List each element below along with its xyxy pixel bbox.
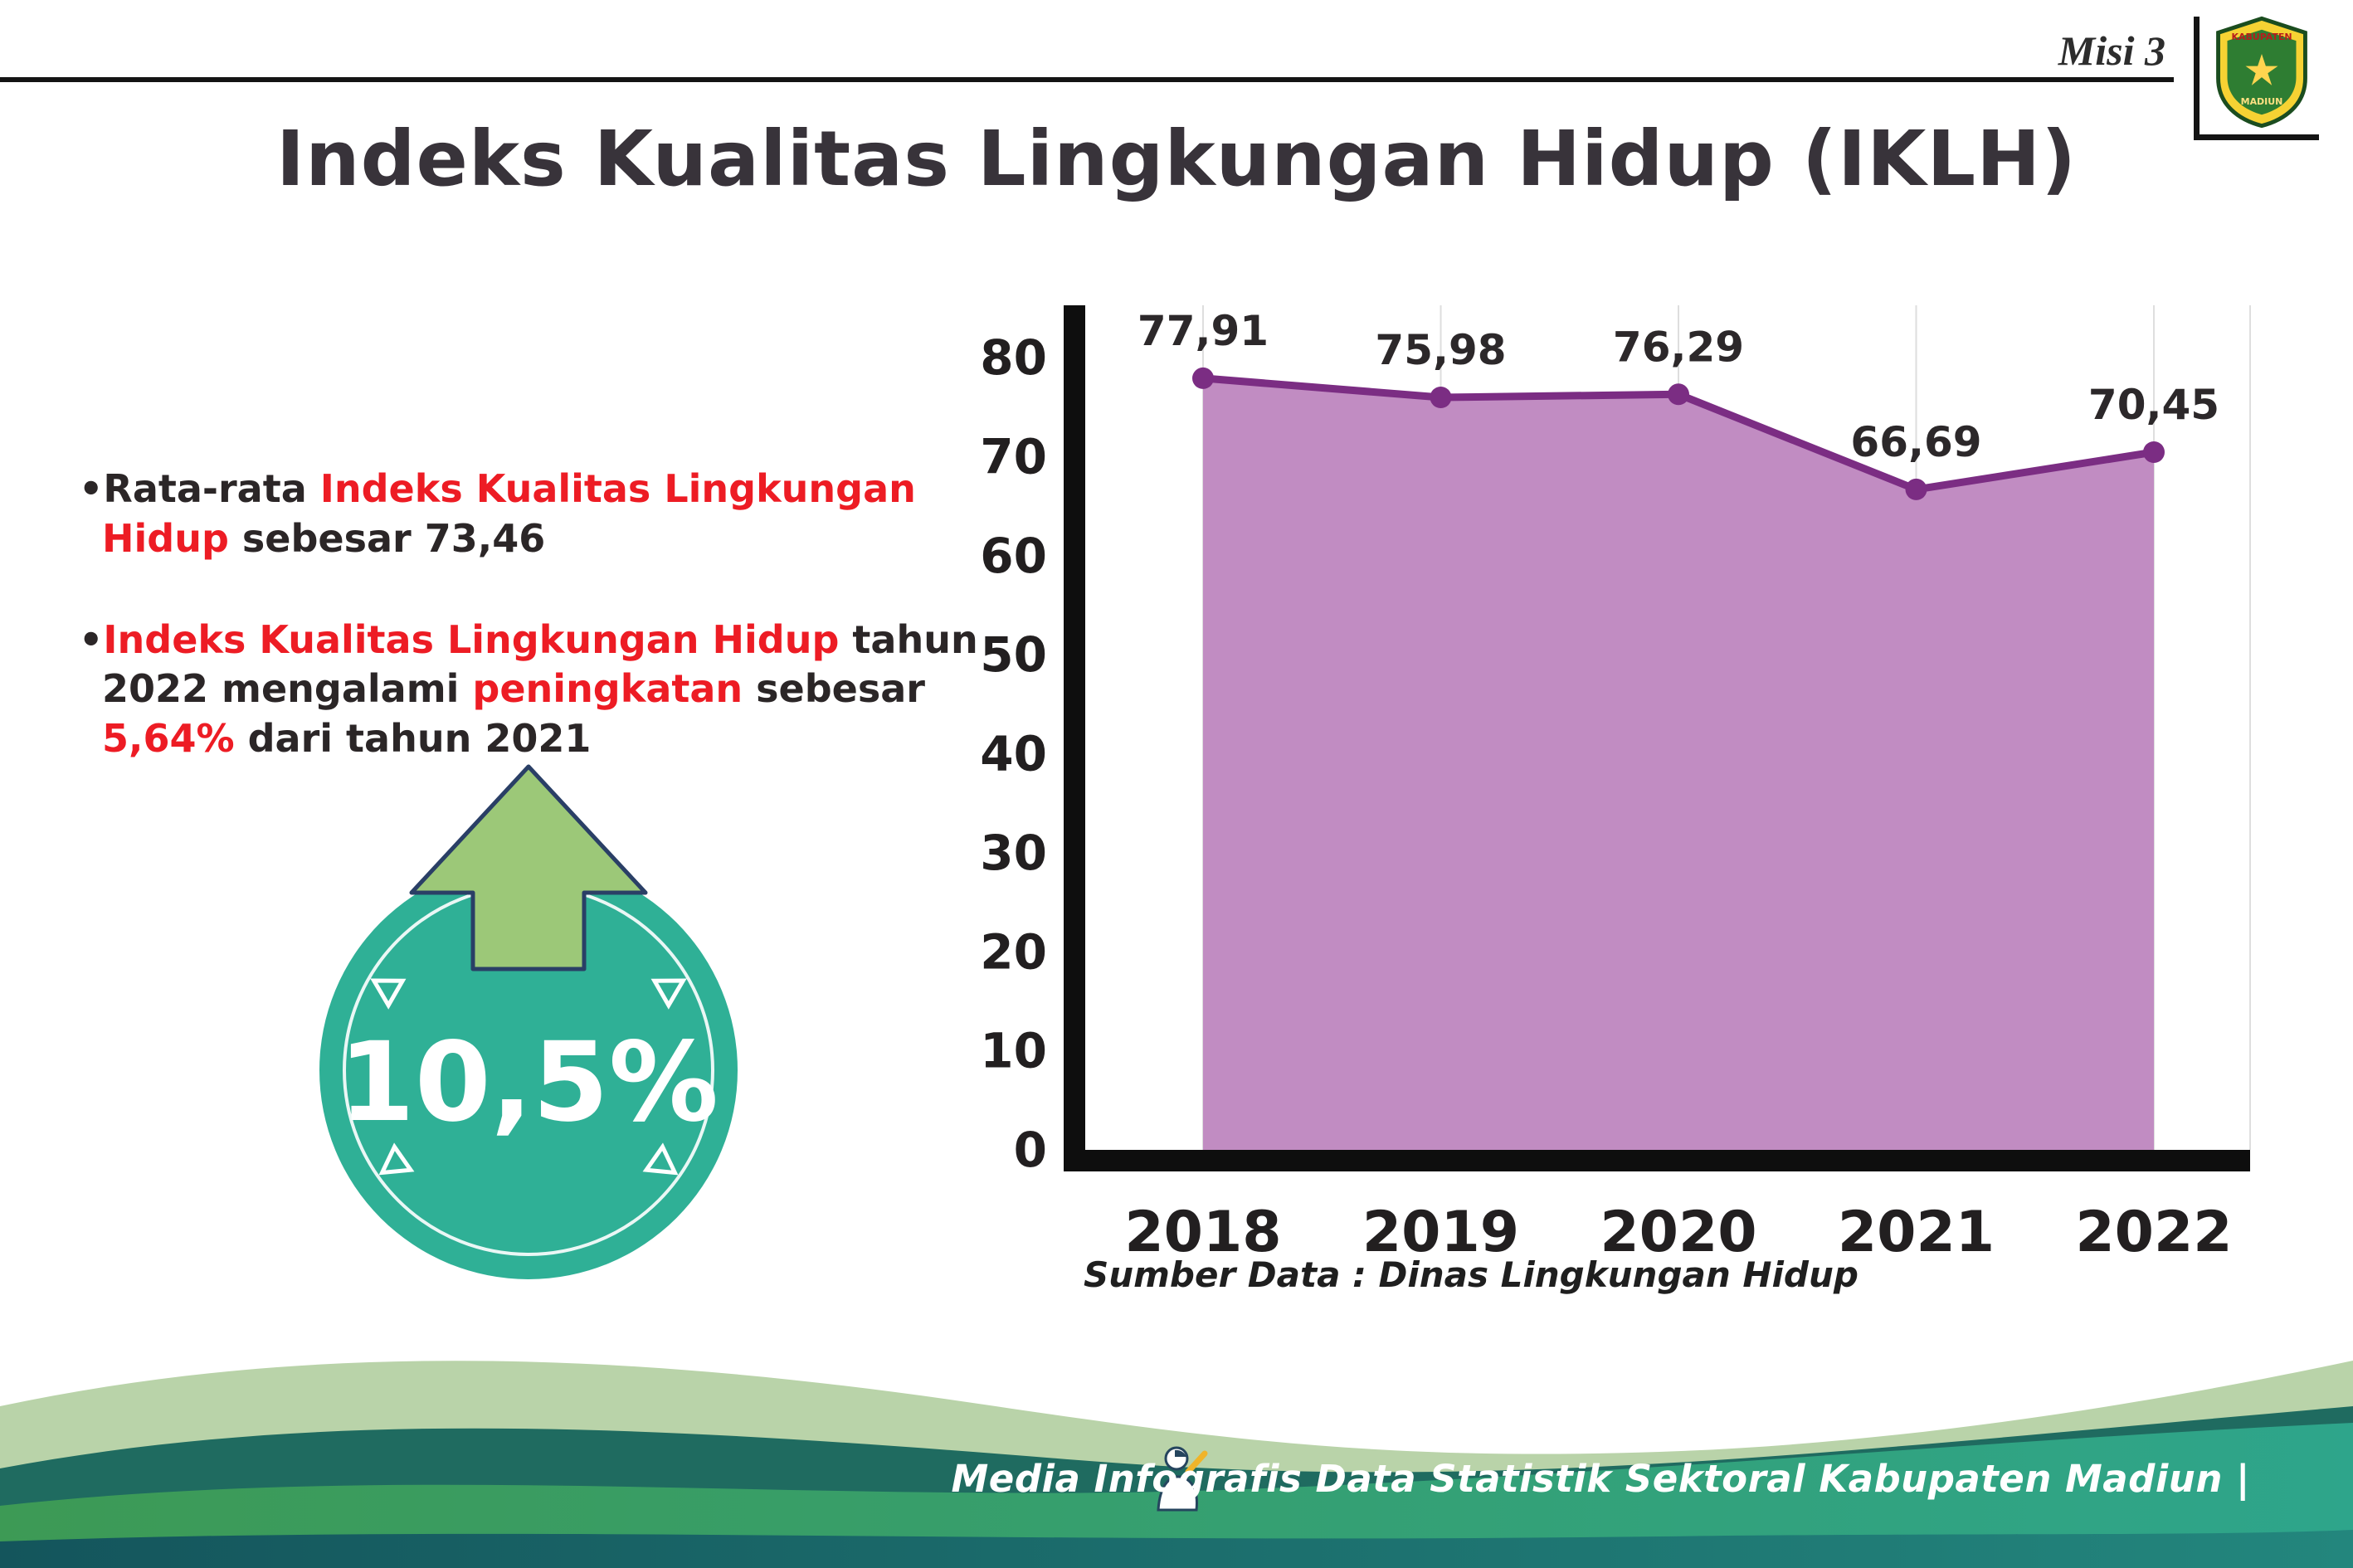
data-point: [1905, 478, 1927, 500]
data-label: 77,91: [1138, 307, 1269, 355]
area-fill: [1203, 377, 2154, 1150]
y-axis: [1064, 305, 1085, 1171]
wave-bottom-strip: [0, 1530, 2353, 1568]
y-tick-label: 10: [980, 1023, 1047, 1079]
bullet-text-segment: •: [79, 616, 104, 662]
bullet-text-segment: dari tahun 2021: [234, 716, 592, 762]
bullet-text-segment: peningkatan: [472, 666, 743, 712]
kabupaten-madiun-logo: KABUPATEN MADIUN: [2216, 16, 2307, 129]
badge-percentage: 10,5%: [339, 1019, 719, 1147]
logo-frame: KABUPATEN MADIUN: [2194, 16, 2319, 140]
x-tick-label: 2018: [1124, 1200, 1281, 1265]
x-axis: [1064, 1150, 2250, 1171]
logo-top-text: KABUPATEN: [2231, 32, 2292, 42]
increase-badge: 10,5%: [319, 764, 738, 1279]
y-tick-label: 20: [980, 923, 1047, 980]
x-tick-label: 2021: [1838, 1200, 1995, 1265]
bullet-text-segment: Indeks Kualitas Lingkungan Hidup: [102, 466, 916, 561]
y-tick-label: 0: [1014, 1122, 1047, 1178]
data-label: 70,45: [2088, 381, 2219, 429]
y-tick-label: 60: [980, 528, 1047, 584]
x-tick-label: 2022: [2075, 1200, 2232, 1265]
page-title: Indeks Kualitas Lingkungan Hidup (IKLH): [275, 114, 2078, 203]
logo-bottom-text: MADIUN: [2241, 96, 2283, 107]
y-tick-label: 50: [980, 626, 1047, 683]
footer-brand-text: Media Infografis Data Statistik Sektoral…: [951, 1457, 2250, 1501]
data-point: [2143, 441, 2165, 463]
y-tick-label: 30: [980, 825, 1047, 881]
bullet-text-segment: Indeks Kualitas Lingkungan Hidup: [103, 616, 840, 662]
data-label: 66,69: [1850, 418, 1981, 466]
x-tick-label: 2019: [1362, 1200, 1519, 1265]
writer-icon: [1157, 1446, 1208, 1512]
bullet-list: •Rata-rata Indeks Kualitas Lingkungan Hi…: [79, 465, 1025, 816]
data-point: [1430, 387, 1452, 408]
bullet-text-segment: •Rata-rata: [79, 466, 320, 511]
data-point: [1668, 383, 1689, 406]
top-divider-line: [0, 77, 2174, 82]
bullet-average-iklh: •Rata-rata Indeks Kualitas Lingkungan Hi…: [79, 465, 1025, 564]
misi-label: Misi 3: [2058, 27, 2165, 74]
badge-circle: [319, 861, 738, 1279]
data-point: [1192, 367, 1214, 389]
bullet-text-segment: tahun 2022 mengalami: [102, 616, 978, 712]
bullet-increase-iklh: •Indeks Kualitas Lingkungan Hidup tahun …: [79, 616, 1025, 764]
iklh-area-chart: 77,91 2018 75,98 2019 76,29 2020 66,69 2021 70,4…: [980, 305, 2251, 1265]
y-tick-label: 70: [980, 428, 1047, 485]
bullet-text-segment: sebesar 73,46: [228, 515, 546, 561]
y-tick-label: 40: [980, 726, 1047, 782]
bullet-text-segment: 5,64%: [102, 716, 235, 762]
bullet-text-segment: sebesar: [743, 666, 925, 712]
badge-triangle-decoration: [370, 978, 687, 1176]
data-source-note: Sumber Data : Dinas Lingkungan Hidup: [1084, 1254, 1859, 1295]
x-tick-label: 2020: [1600, 1200, 1756, 1265]
y-tick-label: 80: [980, 329, 1047, 386]
data-label: 76,29: [1613, 323, 1744, 371]
data-label: 75,98: [1375, 326, 1506, 374]
up-arrow-icon: [409, 764, 648, 971]
logo-star: [2245, 54, 2278, 85]
